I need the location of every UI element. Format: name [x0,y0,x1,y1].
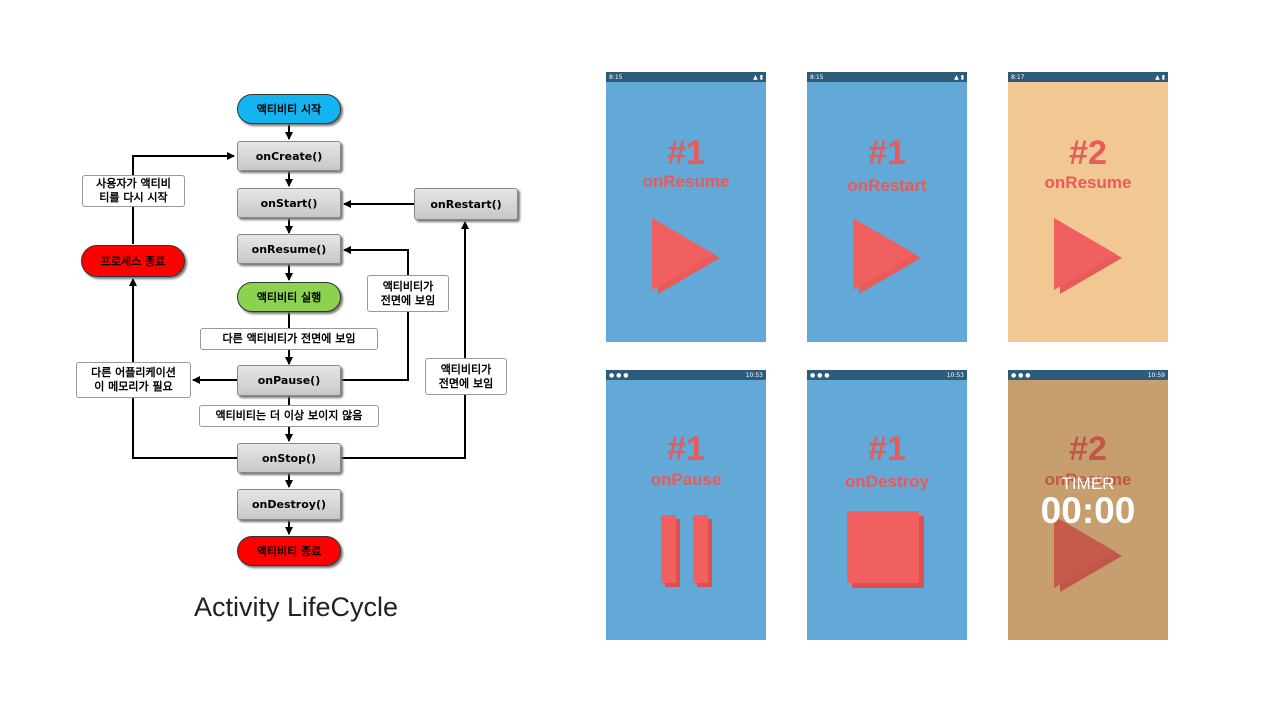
diagram-caption: Activity LifeCycle [193,592,399,622]
status-time: 10:53 [946,371,964,379]
phone-screen-6: ● ● ● 10:59 #2 onResume TIMER 00:00 [1008,370,1168,640]
activity-number: #1 [868,430,906,468]
node-onpause: onPause() [237,365,341,396]
node-onresume: onResume() [237,234,341,264]
status-time: 8:17 [1011,73,1025,81]
lifecycle-state-label: onResume [1044,470,1132,489]
node-activity-start: 액티비티 시작 [237,94,341,124]
node-activity-end: 액티비티 종료 [237,536,341,566]
node-onstop: onStop() [237,443,341,473]
signal-battery-icon: ▲ ▮ [753,73,763,81]
status-bar: 8:15 ▲ ▮ [807,72,967,82]
activity-number: #2 [1069,134,1107,172]
status-time: 8:15 [609,73,623,81]
note-memory-needed: 다른 어플리케이션 이 메모리가 필요 [76,362,191,398]
arrow-onpause-onresume [341,246,409,381]
node-activity-running: 액티비티 실행 [237,282,341,312]
timer-value: 00:00 [1040,490,1136,531]
status-bar: ● ● ● 10:59 [1008,370,1168,380]
activity-number: #2 [1069,430,1107,468]
status-time: 8:15 [810,73,824,81]
status-bar: ● ● ● 10:53 [807,370,967,380]
pause-icon [661,515,712,587]
play-icon [652,218,720,294]
node-onrestart: onRestart() [414,188,518,220]
play-icon [1054,516,1122,592]
arrow-onstop-killed [129,278,237,459]
lifecycle-state-label: onDestroy [844,472,930,491]
stop-icon [847,511,924,588]
signal-battery-icon: ▲ ▮ [954,73,964,81]
lifecycle-state-label: onPause [650,470,722,489]
arrow-killed-oncreate [132,152,235,244]
lifecycle-state-label: onRestart [847,176,927,195]
note-other-activity-front: 다른 액티비티가 전면에 보임 [200,328,378,350]
activity-number: #1 [868,134,906,172]
signal-battery-icon: ▲ ▮ [1155,73,1165,81]
activity-number: #1 [667,134,705,172]
play-icon [1054,218,1122,294]
timer-label: TIMER [1061,474,1115,493]
note-front-restart: 액티비티가 전면에 보임 [425,358,507,395]
phone-screen-1: 8:15 ▲ ▮ #1 onResume [606,72,766,342]
status-bar: 8:17 ▲ ▮ [1008,72,1168,82]
status-time: 10:59 [1147,371,1165,379]
notification-icons: ● ● ● [810,371,830,379]
play-icon [853,218,921,294]
node-onstart: onStart() [237,188,341,218]
flow-connectors [129,124,469,535]
lifecycle-state-label: onResume [642,172,730,191]
node-oncreate: onCreate() [237,141,341,171]
arrow-onstop-onrestart [341,221,469,459]
activity-number: #1 [667,430,705,468]
status-bar: ● ● ● 10:53 [606,370,766,380]
status-time: 10:53 [745,371,763,379]
status-bar: 8:15 ▲ ▮ [606,72,766,82]
node-ondestroy: onDestroy() [237,489,341,520]
phone-screen-2: 8:15 ▲ ▮ #1 onRestart [807,72,967,342]
lifecycle-state-label: onResume [1044,173,1132,192]
timer-overlay [1008,380,1168,640]
phone-screen-5: ● ● ● 10:53 #1 onDestroy [807,370,967,640]
notification-icons: ● ● ● [609,371,629,379]
notification-icons: ● ● ● [1011,371,1031,379]
node-process-killed: 프로세스 종료 [81,245,185,277]
note-not-visible: 액티비티는 더 이상 보이지 않음 [199,405,379,427]
note-user-restart: 사용자가 액티비 티를 다시 시작 [82,175,185,207]
phone-screen-3: 8:17 ▲ ▮ #2 onResume [1008,72,1168,342]
phone-screen-4: ● ● ● 10:53 #1 onPause [606,370,766,640]
note-front-resume: 액티비티가 전면에 보임 [367,275,449,312]
